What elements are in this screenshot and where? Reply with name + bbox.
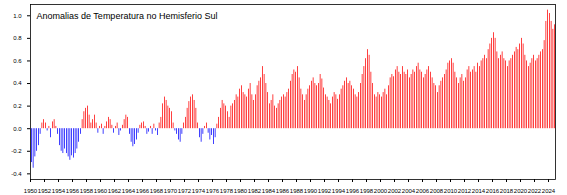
svg-text:0.2: 0.2 <box>13 103 22 109</box>
svg-text:1952: 1952 <box>38 188 52 194</box>
svg-text:2020: 2020 <box>514 188 528 194</box>
svg-text:1974: 1974 <box>192 188 206 194</box>
svg-text:1950: 1950 <box>24 188 38 194</box>
svg-text:1982: 1982 <box>248 188 262 194</box>
svg-text:1964: 1964 <box>122 188 136 194</box>
svg-text:1968: 1968 <box>150 188 164 194</box>
svg-text:1986: 1986 <box>276 188 290 194</box>
svg-text:1966: 1966 <box>136 188 150 194</box>
svg-text:2000: 2000 <box>374 188 388 194</box>
svg-text:1988: 1988 <box>290 188 304 194</box>
svg-text:2012: 2012 <box>458 188 472 194</box>
svg-text:1992: 1992 <box>318 188 332 194</box>
svg-text:2004: 2004 <box>402 188 416 194</box>
svg-text:0.8: 0.8 <box>13 35 22 41</box>
svg-text:1962: 1962 <box>108 188 122 194</box>
svg-text:1958: 1958 <box>80 188 94 194</box>
svg-text:1970: 1970 <box>164 188 178 194</box>
svg-text:1954: 1954 <box>52 188 66 194</box>
svg-text:1960: 1960 <box>94 188 108 194</box>
svg-text:1978: 1978 <box>220 188 234 194</box>
svg-text:1998: 1998 <box>360 188 374 194</box>
svg-text:1.0: 1.0 <box>13 13 22 19</box>
svg-text:0.0: 0.0 <box>13 126 22 132</box>
svg-text:-0.2: -0.2 <box>11 148 22 154</box>
svg-text:1972: 1972 <box>178 188 192 194</box>
svg-text:1994: 1994 <box>332 188 346 194</box>
svg-text:1984: 1984 <box>262 188 276 194</box>
svg-text:-0.4: -0.4 <box>11 171 22 177</box>
svg-text:2008: 2008 <box>430 188 444 194</box>
svg-text:1956: 1956 <box>66 188 80 194</box>
svg-text:1976: 1976 <box>206 188 220 194</box>
svg-text:Anomalias de Temperatura no He: Anomalias de Temperatura no Hemisferio S… <box>37 11 218 21</box>
svg-text:1980: 1980 <box>234 188 248 194</box>
svg-text:1996: 1996 <box>346 188 360 194</box>
svg-text:0.6: 0.6 <box>13 58 22 64</box>
svg-text:2016: 2016 <box>486 188 500 194</box>
svg-text:1990: 1990 <box>304 188 318 194</box>
svg-text:2014: 2014 <box>472 188 486 194</box>
svg-text:2024: 2024 <box>542 188 556 194</box>
svg-text:2006: 2006 <box>416 188 430 194</box>
svg-text:2010: 2010 <box>444 188 458 194</box>
svg-text:2022: 2022 <box>528 188 542 194</box>
svg-text:2018: 2018 <box>500 188 514 194</box>
svg-text:2002: 2002 <box>388 188 402 194</box>
svg-text:0.4: 0.4 <box>13 80 22 86</box>
